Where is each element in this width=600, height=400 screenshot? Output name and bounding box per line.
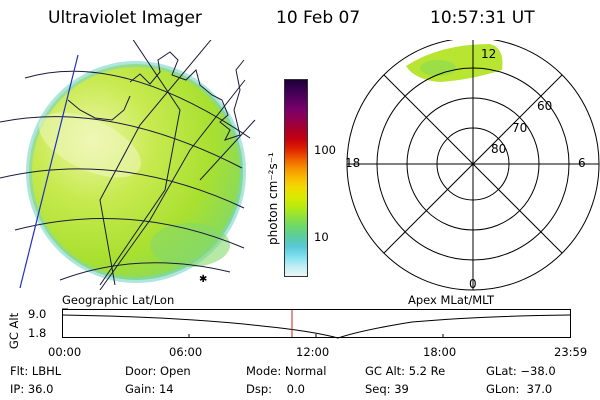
polar-grid — [346, 40, 600, 291]
timeline-xtick-1: 06:00 — [169, 345, 203, 359]
coastline-west — [67, 95, 131, 121]
timeline-xtick-3: 18:00 — [423, 345, 457, 359]
colorbar — [284, 79, 308, 277]
coastline — [129, 51, 245, 141]
timeline-xtick-0: 00:00 — [48, 345, 82, 359]
status-gain: Gain: 14 — [125, 382, 174, 396]
title: Ultraviolet Imager — [48, 8, 202, 28]
status-glat: GLat: −38.0 — [486, 364, 556, 378]
bright-streak — [39, 112, 141, 178]
polar-plot: 12 18 6 0 60 70 80 — [345, 40, 600, 291]
altitude-curve — [62, 314, 571, 339]
dim-patch — [150, 223, 230, 267]
timeline-plot — [62, 308, 571, 339]
right-panel-label: Apex MLat/MLT — [408, 293, 495, 307]
timeline-ytick-bottom: 1.8 — [28, 326, 47, 340]
status-door: Door: Open — [125, 364, 191, 378]
mlt-0-label: 0 — [469, 277, 477, 291]
mlat-60-label: 60 — [537, 99, 552, 113]
timeline-ytick-top: 9.0 — [28, 307, 47, 321]
status-filter: Flt: LBHL — [10, 364, 62, 378]
date: 10 Feb 07 — [276, 8, 361, 28]
status-dsp: Dsp: 0.0 — [246, 382, 305, 396]
terminator-line — [19, 54, 79, 289]
status-seq: Seq: 39 — [365, 382, 409, 396]
status-mode: Mode: Normal — [246, 364, 327, 378]
timeline-xtick-4: 23:59 — [554, 345, 588, 359]
status-ip: IP: 36.0 — [10, 382, 54, 396]
status-glon: GLon: 37.0 — [486, 382, 553, 396]
left-panel-label: Geographic Lat/Lon — [62, 293, 175, 307]
colorbar-tick-100: 100 — [314, 143, 336, 157]
mlt-18-label: 18 — [345, 156, 360, 170]
mlat-80-label: 80 — [491, 142, 506, 156]
time: 10:57:31 UT — [430, 8, 535, 28]
mlt-12-label: 12 — [481, 47, 496, 61]
svg-text:✱: ✱ — [199, 274, 207, 285]
colorbar-unit-label: photon cm⁻²s⁻¹ — [266, 152, 280, 245]
status-gc-alt: GC Alt: 5.2 Re — [365, 364, 446, 378]
timeline-axis-title: GC Alt — [7, 312, 21, 350]
colorbar-tick-10: 10 — [314, 230, 329, 244]
timeline-xtick-2: 12:00 — [296, 345, 330, 359]
geographic-image: ✱ — [0, 40, 256, 290]
mlt-6-label: 6 — [578, 156, 586, 170]
mlat-70-label: 70 — [512, 121, 527, 135]
lat-lon-grid — [0, 40, 256, 290]
